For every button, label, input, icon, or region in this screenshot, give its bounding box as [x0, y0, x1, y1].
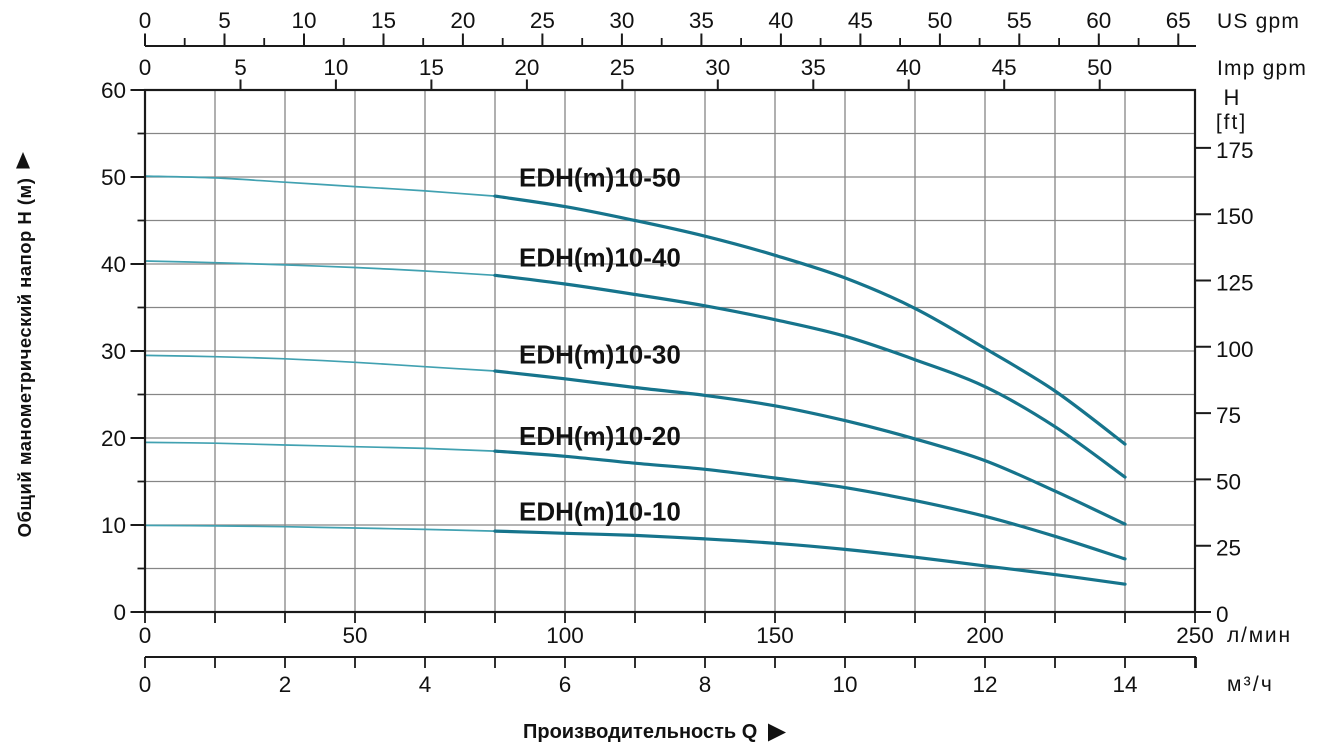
- svg-text:м³/ч: м³/ч: [1227, 673, 1274, 696]
- svg-text:0: 0: [139, 623, 152, 648]
- svg-text:0: 0: [113, 600, 126, 625]
- svg-text:250: 250: [1176, 623, 1214, 648]
- svg-text:75: 75: [1216, 403, 1241, 428]
- svg-text:10: 10: [832, 672, 857, 697]
- svg-text:100: 100: [1216, 337, 1254, 362]
- svg-text:12: 12: [972, 672, 997, 697]
- svg-text:14: 14: [1112, 672, 1137, 697]
- svg-text:55: 55: [1007, 8, 1032, 33]
- svg-text:Общий манометрический напор H: Общий манометрический напор H (м): [14, 178, 35, 538]
- svg-text:EDH(m)10-50: EDH(m)10-50: [519, 163, 681, 193]
- svg-text:65: 65: [1166, 8, 1191, 33]
- svg-text:25: 25: [530, 8, 555, 33]
- svg-text:50: 50: [1087, 55, 1112, 80]
- svg-text:20: 20: [450, 8, 475, 33]
- svg-text:50: 50: [1216, 469, 1241, 494]
- svg-text:35: 35: [801, 55, 826, 80]
- svg-text:15: 15: [419, 55, 444, 80]
- svg-text:40: 40: [101, 252, 126, 277]
- svg-text:EDH(m)10-10: EDH(m)10-10: [519, 497, 681, 527]
- svg-text:0: 0: [139, 672, 152, 697]
- svg-text:20: 20: [101, 426, 126, 451]
- svg-text:50: 50: [927, 8, 952, 33]
- svg-text:50: 50: [101, 165, 126, 190]
- svg-text:30: 30: [705, 55, 730, 80]
- svg-text:40: 40: [896, 55, 921, 80]
- svg-text:EDH(m)10-30: EDH(m)10-30: [519, 340, 681, 370]
- svg-text:6: 6: [559, 672, 572, 697]
- svg-text:125: 125: [1216, 271, 1254, 296]
- svg-text:20: 20: [514, 55, 539, 80]
- svg-text:8: 8: [699, 672, 712, 697]
- svg-text:60: 60: [101, 78, 126, 103]
- svg-text:15: 15: [371, 8, 396, 33]
- svg-text:4: 4: [419, 672, 432, 697]
- svg-text:EDH(m)10-20: EDH(m)10-20: [519, 421, 681, 451]
- svg-text:0: 0: [139, 8, 152, 33]
- svg-text:35: 35: [689, 8, 714, 33]
- svg-text:US gpm: US gpm: [1217, 10, 1300, 33]
- svg-text:60: 60: [1086, 8, 1111, 33]
- svg-text:Imp gpm: Imp gpm: [1217, 57, 1307, 80]
- svg-text:0: 0: [139, 55, 152, 80]
- svg-text:EDH(m)10-40: EDH(m)10-40: [519, 243, 681, 273]
- svg-text:[ft]: [ft]: [1216, 111, 1247, 134]
- svg-text:175: 175: [1216, 138, 1254, 163]
- svg-text:л/мин: л/мин: [1227, 624, 1292, 647]
- svg-text:Производительность Q: Производительность Q: [523, 721, 757, 743]
- svg-text:2: 2: [279, 672, 292, 697]
- svg-text:150: 150: [756, 623, 794, 648]
- svg-text:30: 30: [609, 8, 634, 33]
- svg-text:50: 50: [342, 623, 367, 648]
- svg-text:30: 30: [101, 339, 126, 364]
- svg-text:100: 100: [546, 623, 584, 648]
- svg-text:5: 5: [234, 55, 247, 80]
- svg-text:200: 200: [966, 623, 1004, 648]
- svg-text:45: 45: [992, 55, 1017, 80]
- svg-text:5: 5: [218, 8, 231, 33]
- svg-text:45: 45: [848, 8, 873, 33]
- svg-text:10: 10: [101, 513, 126, 538]
- svg-text:10: 10: [291, 8, 316, 33]
- svg-text:10: 10: [323, 55, 348, 80]
- svg-text:150: 150: [1216, 204, 1254, 229]
- svg-text:25: 25: [1216, 536, 1241, 561]
- svg-text:0: 0: [1216, 602, 1229, 627]
- svg-text:40: 40: [768, 8, 793, 33]
- svg-text:25: 25: [610, 55, 635, 80]
- svg-text:H: H: [1224, 85, 1240, 110]
